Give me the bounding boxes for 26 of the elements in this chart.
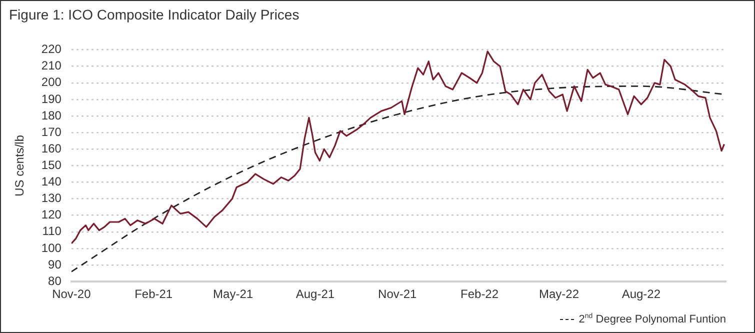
y-tick-label: 110 <box>42 224 62 238</box>
y-tick-label: 100 <box>41 240 62 255</box>
y-tick-label: 210 <box>41 58 62 73</box>
x-tick-label: Feb-21 <box>134 287 173 302</box>
y-tick-label: 130 <box>41 191 62 206</box>
y-tick-label: 140 <box>41 174 62 189</box>
y-axis-title: US cents/lb <box>12 134 27 196</box>
y-tick-label: 190 <box>41 92 62 106</box>
y-tick-label: 180 <box>41 108 62 122</box>
y-tick-label: 160 <box>41 141 62 156</box>
x-tick-label: Nov-20 <box>52 287 92 302</box>
y-tick-label: 90 <box>48 257 62 272</box>
y-tick-label: 150 <box>41 158 62 172</box>
x-tick-label: May-22 <box>539 287 580 302</box>
legend-label: 2$^{nd}$ Degree Polynomal Funtion <box>578 313 726 326</box>
x-tick-label: Aug-22 <box>622 287 661 302</box>
y-tick-label: 220 <box>41 42 62 56</box>
x-tick-label: Nov-21 <box>378 287 418 302</box>
y-tick-label: 200 <box>41 75 62 90</box>
x-tick-label: May-21 <box>213 287 254 302</box>
x-tick-label: Aug-21 <box>296 287 335 302</box>
y-tick-label: 120 <box>41 208 62 222</box>
y-tick-label: 80 <box>48 274 62 288</box>
y-tick-label: 170 <box>41 124 62 139</box>
chart-title: Figure 1: ICO Composite Indicator Daily Prices <box>9 6 300 22</box>
x-tick-label: Feb-22 <box>460 287 499 302</box>
